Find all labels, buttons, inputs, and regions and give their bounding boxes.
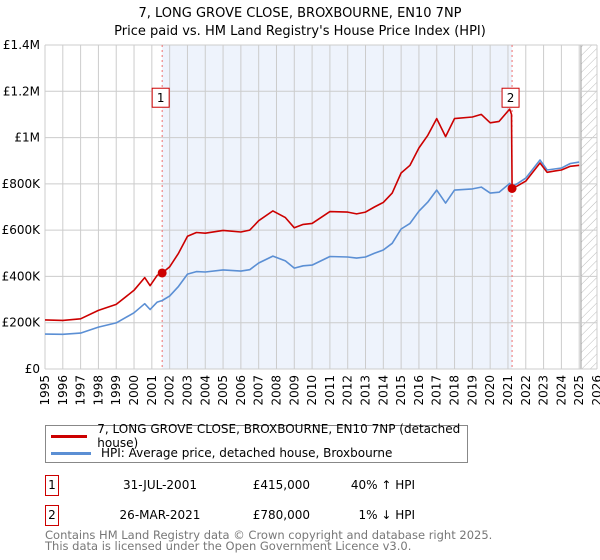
legend-item-property: 7, LONG GROVE CLOSE, BROXBOURNE, EN10 7N… <box>51 422 467 450</box>
x-tick-label: 2025 <box>572 375 586 406</box>
y-tick-label: £1M <box>14 131 40 145</box>
x-tick-label: 2003 <box>180 375 194 406</box>
x-tick-label: 2006 <box>234 375 248 406</box>
y-tick-label: £400K <box>2 269 42 283</box>
x-tick-label: 2016 <box>412 375 426 406</box>
x-tick-label: 2015 <box>394 375 408 406</box>
footer-copyright: Contains HM Land Registry data © Crown c… <box>45 528 493 542</box>
y-tick-label: £1.2M <box>3 84 40 98</box>
y-tick-label: £0 <box>25 362 40 376</box>
legend: 7, LONG GROVE CLOSE, BROXBOURNE, EN10 7N… <box>45 422 468 463</box>
legend-label-property: 7, LONG GROVE CLOSE, BROXBOURNE, EN10 7N… <box>97 422 461 450</box>
x-tick-label: 1999 <box>109 375 123 406</box>
x-tick-label: 2009 <box>287 375 301 406</box>
x-tick-label: 2017 <box>430 375 444 406</box>
x-tick-label: 2011 <box>323 375 337 406</box>
footer: Contains HM Land Registry data © Crown c… <box>45 528 493 553</box>
x-tick-label: 1996 <box>56 375 70 406</box>
x-tick-label: 2014 <box>376 375 390 406</box>
x-tick-label: 2008 <box>269 375 283 406</box>
sale-label-box <box>151 87 170 108</box>
transaction-number: 2 <box>45 505 59 526</box>
footer-licence: This data is licensed under the Open Gov… <box>45 539 412 553</box>
x-tick-label: 2021 <box>501 375 515 406</box>
transaction-hpi-diff: 1% ↓ HPI <box>358 508 415 522</box>
ownership-period-shade <box>162 45 513 369</box>
x-tick-label: 2022 <box>519 375 533 406</box>
x-tick-label: 2024 <box>554 375 568 406</box>
x-tick-label: 1995 <box>38 375 52 406</box>
legend-swatch-blue <box>51 451 91 455</box>
legend-label-hpi: HPI: Average price, detached house, Brox… <box>101 446 393 460</box>
transaction-date: 26-MAR-2021 <box>119 508 201 522</box>
sale-label: 2 <box>507 91 515 105</box>
x-tick-label: 1997 <box>74 375 88 406</box>
transaction-number: 1 <box>45 475 59 496</box>
x-tick-label: 2018 <box>448 375 462 406</box>
x-tick-label: 2010 <box>305 375 319 406</box>
x-tick-label: 2012 <box>341 375 355 406</box>
x-tick-label: 2000 <box>127 375 141 406</box>
x-tick-label: 2001 <box>145 375 159 406</box>
x-tick-label: 2013 <box>359 375 373 406</box>
x-tick-label: 2007 <box>252 375 266 406</box>
x-tick-label: 2004 <box>198 375 212 406</box>
x-tick-label: 2019 <box>465 375 479 406</box>
price-chart: 7, LONG GROVE CLOSE, BROXBOURNE, EN10 7N… <box>2 6 600 406</box>
sale-point <box>507 183 517 193</box>
x-tick-label: 2026 <box>590 375 600 406</box>
x-tick-label: 2020 <box>483 375 497 406</box>
legend-item-hpi: HPI: Average price, detached house, Brox… <box>51 445 392 461</box>
chart-title: 7, LONG GROVE CLOSE, BROXBOURNE, EN10 7N… <box>138 6 461 21</box>
x-tick-label: 2005 <box>216 375 230 406</box>
sale-label-box <box>501 87 520 108</box>
legend-swatch-red <box>51 434 88 438</box>
chart-subtitle: Price paid vs. HM Land Registry's House … <box>114 24 486 39</box>
x-tick-label: 2023 <box>537 375 551 406</box>
transaction-date: 31-JUL-2001 <box>123 478 197 492</box>
x-tick-label: 1998 <box>91 375 105 406</box>
y-tick-label: £800K <box>2 177 42 191</box>
x-tick-label: 2002 <box>163 375 177 406</box>
y-tick-label: £600K <box>2 223 42 237</box>
transaction-hpi-diff: 40% ↑ HPI <box>350 478 415 492</box>
sale-label: 1 <box>157 91 165 105</box>
transaction-price: £415,000 <box>252 478 310 492</box>
y-tick-label: £200K <box>2 316 42 330</box>
sale-point <box>157 268 167 278</box>
transaction-price: £780,000 <box>252 508 310 522</box>
transaction-row: 1 31-JUL-2001 £415,000 40% ↑ HPI <box>45 475 445 496</box>
y-tick-label: £1.4M <box>3 38 40 52</box>
transaction-row: 2 26-MAR-2021 £780,000 1% ↓ HPI <box>45 505 445 526</box>
future-hatch <box>580 45 597 369</box>
